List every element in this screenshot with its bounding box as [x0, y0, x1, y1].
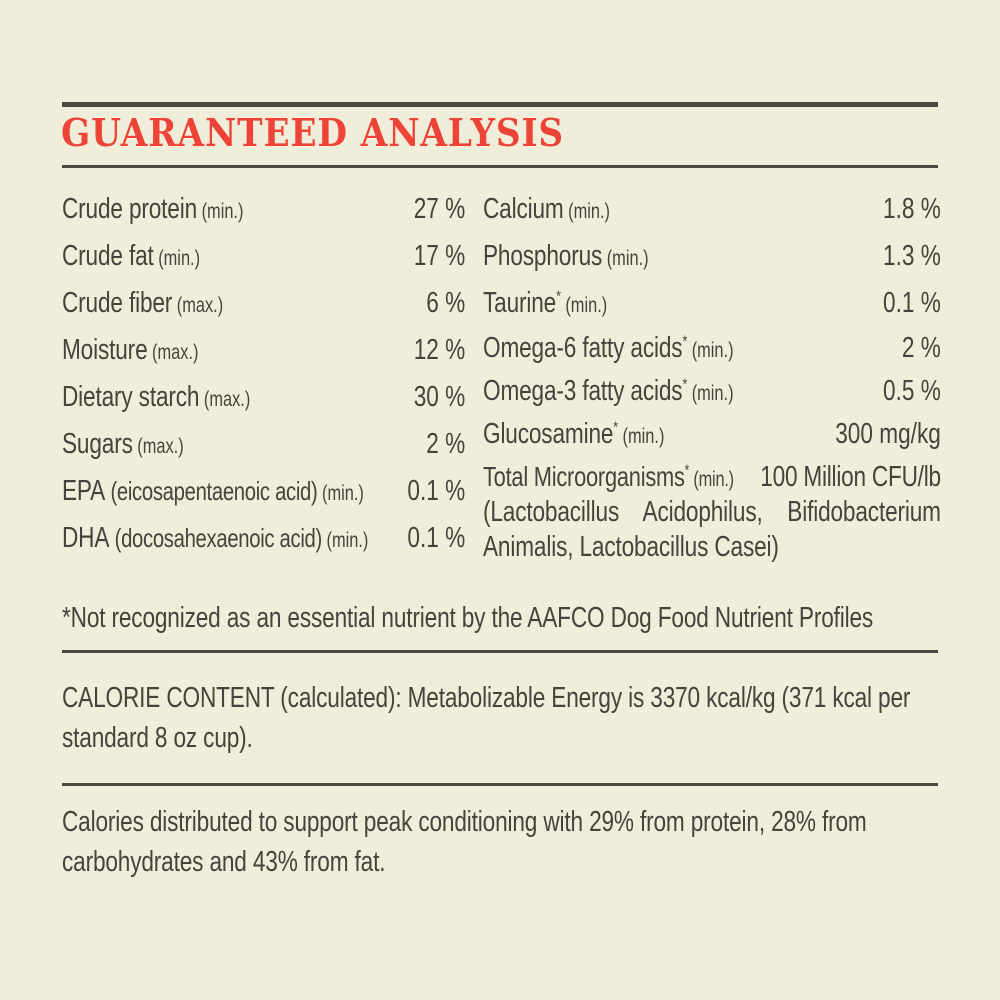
nutrient-value: 12 % [413, 334, 466, 366]
divider-rule [62, 650, 938, 653]
nutrient-name: Crude fiber (max.) [62, 280, 223, 329]
microorganisms-block: Total Microorganisms* (min.) 100 Million … [483, 459, 941, 564]
nutrient-name-text: DHA [62, 522, 110, 554]
nutrient-value: 100 Million CFU/lb [760, 461, 941, 493]
asterisk-marker: * [613, 419, 618, 437]
calorie-content-statement: CALORIE CONTENT (calculated): Metaboliza… [62, 682, 911, 754]
nutrient-qualifier: (min.) [560, 294, 608, 317]
nutrient-name-text: Total Microorganisms* [483, 461, 690, 492]
nutrient-value: 17 % [413, 240, 466, 272]
analysis-row: Dietary starch (max.) 30 % [62, 374, 465, 421]
nutrient-subname: (docosahexaenoic acid) [109, 523, 323, 553]
analysis-row: Omega-6 fatty acids* (min.) 2 % [483, 327, 941, 370]
title-underline [62, 165, 938, 168]
nutrient-value: 6 % [426, 287, 466, 319]
nutrient-name: Crude protein (min.) [62, 186, 243, 235]
analysis-row: Total Microorganisms* (min.) 100 Million … [483, 459, 941, 495]
analysis-row: EPA (eicosapentaenoic acid) (min.) 0.1 % [62, 468, 465, 515]
nutrient-subname: (eicosapentaenoic acid) [105, 476, 318, 506]
nutrient-name-text: Crude fat [62, 240, 154, 272]
nutrient-name-text: Sugars [62, 428, 133, 460]
nutrient-name-text: EPA [62, 475, 106, 507]
analysis-left-column: Crude protein (min.) 27 % Crude fat (min.)… [62, 186, 465, 562]
nutrient-name-text: Phosphorus [483, 240, 603, 272]
analysis-row: Crude fiber (max.) 6 % [62, 280, 465, 327]
analysis-row: Calcium (min.) 1.8 % [483, 186, 941, 233]
nutrient-value: 300 mg/kg [835, 418, 941, 450]
nutrient-name: EPA (eicosapentaenoic acid) (min.) [62, 468, 364, 517]
asterisk-marker: * [556, 288, 561, 306]
nutrient-qualifier: (max.) [199, 388, 251, 411]
nutrient-qualifier: (min.) [689, 468, 734, 491]
calorie-distribution-statement: Calories distributed to support peak con… [62, 806, 867, 878]
nutrient-name: DHA (docosahexaenoic acid) (min.) [62, 515, 368, 564]
nutrient-name: Total Microorganisms* (min.) [483, 459, 734, 498]
nutrient-name: Phosphorus (min.) [483, 233, 649, 282]
nutrient-value: 30 % [413, 381, 466, 413]
nutrient-name-text: Omega-3 fatty acids* [483, 375, 688, 407]
nutrient-qualifier: (min.) [321, 529, 369, 552]
nutrient-name-text: Calcium [483, 193, 564, 225]
nutrient-qualifier: (min.) [617, 425, 665, 448]
nutrient-value: 2 % [426, 428, 466, 460]
nutrient-value: 1.3 % [883, 240, 941, 272]
asterisk-marker: * [684, 462, 690, 480]
analysis-row: Phosphorus (min.) 1.3 % [483, 233, 941, 280]
nutrient-name: Taurine* (min.) [483, 280, 607, 329]
nutrient-name: Moisture (max.) [62, 327, 198, 376]
nutrient-qualifier: (max.) [172, 294, 224, 317]
nutrient-qualifier: (min.) [153, 247, 201, 270]
section-title: GUARANTEED ANALYSIS [61, 110, 564, 155]
nutrient-name-text: Crude protein [62, 193, 198, 225]
nutrient-name-text: Moisture [62, 334, 148, 366]
analysis-right-column: Calcium (min.) 1.8 % Phosphorus (min.) 1.3 … [483, 186, 941, 564]
analysis-row: Glucosamine* (min.) 300 mg/kg [483, 413, 941, 456]
nutrient-value: 0.1 % [407, 475, 466, 507]
analysis-row: DHA (docosahexaenoic acid) (min.) 0.1 % [62, 515, 465, 562]
nutrient-value: 27 % [413, 193, 466, 225]
analysis-row: Crude fat (min.) 17 % [62, 233, 465, 280]
nutrient-name-text: Omega-6 fatty acids* [483, 332, 688, 364]
nutrient-qualifier: (min.) [687, 339, 734, 362]
nutrient-name: Calcium (min.) [483, 186, 610, 235]
analysis-row: Omega-3 fatty acids* (min.) 0.5 % [483, 370, 941, 413]
analysis-row: Taurine* (min.) 0.1 % [483, 280, 941, 327]
nutrient-name: Omega-3 fatty acids* (min.) [483, 370, 734, 415]
nutrient-name: Omega-6 fatty acids* (min.) [483, 327, 734, 372]
aafco-footnote: *Not recognized as an essential nutrient… [62, 602, 874, 634]
nutrient-qualifier: (min.) [687, 382, 734, 405]
nutrient-name: Dietary starch (max.) [62, 374, 250, 423]
asterisk-marker: * [682, 333, 688, 351]
nutrient-value: 0.1 % [407, 522, 466, 554]
nutrient-value: 0.5 % [883, 375, 941, 407]
top-rule [62, 102, 938, 107]
nutrient-qualifier: (max.) [147, 341, 199, 364]
nutrient-name-text: Dietary starch [62, 381, 200, 413]
nutrient-qualifier: (min.) [602, 247, 649, 270]
nutrient-name: Sugars (max.) [62, 421, 184, 470]
nutrient-name: Crude fat (min.) [62, 233, 200, 282]
nutrient-name: Glucosamine* (min.) [483, 413, 664, 458]
nutrient-name-text: Taurine* [483, 287, 561, 319]
nutrient-value: 0.1 % [883, 287, 941, 319]
nutrient-name-text: Crude fiber [62, 287, 173, 319]
nutrient-qualifier: (min.) [563, 200, 611, 223]
nutrient-qualifier: (max.) [132, 435, 184, 458]
analysis-row: Moisture (max.) 12 % [62, 327, 465, 374]
nutrient-value: 2 % [901, 332, 941, 364]
nutrient-name-text: Glucosamine* [483, 418, 618, 450]
divider-rule [62, 783, 938, 786]
microorganism-species-list: (Lactobacillus Acidophilus, Bifidobacter… [483, 496, 941, 563]
analysis-row: Crude protein (min.) 27 % [62, 186, 465, 233]
nutrient-value: 1.8 % [883, 193, 941, 225]
analysis-row: Sugars (max.) 2 % [62, 421, 465, 468]
nutrient-qualifier: (min.) [317, 482, 364, 505]
asterisk-marker: * [682, 376, 688, 394]
nutrient-qualifier: (min.) [197, 200, 244, 223]
